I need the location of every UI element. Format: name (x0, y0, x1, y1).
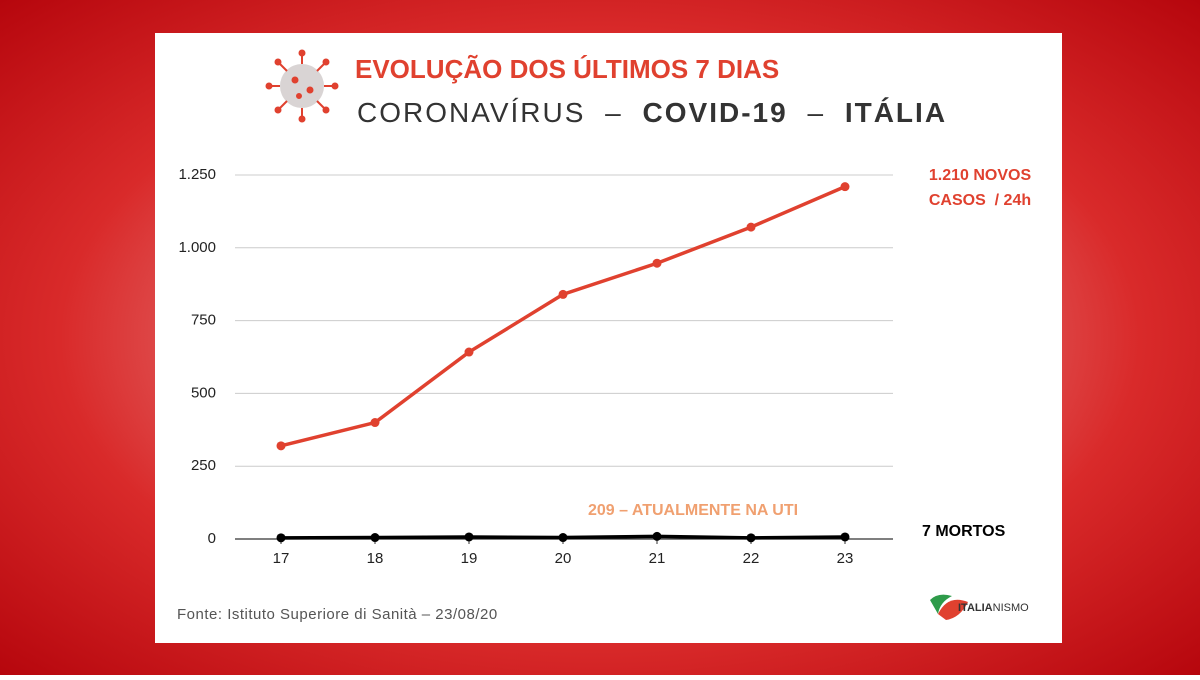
annotation: 209 – ATUALMENTE NA UTI (588, 502, 798, 519)
subtitle-part: ITÁLIA (845, 97, 947, 128)
logo-part: ITALIA (958, 602, 993, 614)
x-tick-label: 19 (461, 550, 478, 567)
logo-part: NISMO (993, 602, 1030, 614)
y-tick-label: 0 (208, 530, 216, 547)
x-tick-label: 20 (555, 550, 572, 567)
data-point (276, 441, 286, 451)
data-point (652, 258, 662, 268)
source: Fonte: Istituto Superiore di Sanità – 23… (177, 606, 498, 623)
data-point (276, 533, 286, 543)
data-point (840, 532, 850, 542)
data-point (558, 289, 568, 299)
data-point (746, 533, 756, 543)
annotation: 7 MORTOS (922, 523, 1006, 540)
x-tick-label: 22 (743, 550, 760, 567)
data-point (746, 222, 756, 232)
card (155, 33, 1062, 643)
x-tick-label: 17 (273, 550, 290, 567)
data-point (464, 347, 474, 357)
subtitle-part: – (807, 97, 825, 128)
data-point (558, 533, 568, 543)
x-tick-label: 23 (837, 550, 854, 567)
annotation: 1.210 NOVOS (929, 167, 1032, 184)
chart-subtitle: CORONAVÍRUS – COVID-19 – ITÁLIA (357, 97, 947, 128)
data-point (464, 532, 474, 542)
data-point (370, 533, 380, 543)
subtitle-part: COVID-19 (643, 97, 788, 128)
logo: ITALIANISMO (930, 594, 1029, 620)
x-tick-label: 21 (649, 550, 666, 567)
plot: 0 250 500 750 1.000 1.250 17 18 19 20 21 22 23 (178, 166, 893, 567)
annotation: CASOS / 24h (929, 192, 1031, 209)
y-tick-label: 750 (191, 312, 216, 329)
virus-icon (265, 49, 339, 123)
subtitle-part: – (605, 97, 623, 128)
y-tick-label: 1.000 (178, 239, 216, 256)
chart-title: EVOLUÇÃO DOS ÚLTIMOS 7 DIAS (355, 54, 779, 84)
y-tick-label: 1.250 (178, 166, 216, 183)
y-tick-label: 500 (191, 384, 216, 401)
data-point (370, 418, 380, 428)
data-point (840, 182, 850, 192)
y-tick-label: 250 (191, 457, 216, 474)
logo-text: ITALIANISMO (958, 602, 1029, 614)
x-tick-label: 18 (367, 550, 384, 567)
data-point (652, 531, 662, 541)
subtitle-part: CORONAVÍRUS (357, 97, 585, 128)
